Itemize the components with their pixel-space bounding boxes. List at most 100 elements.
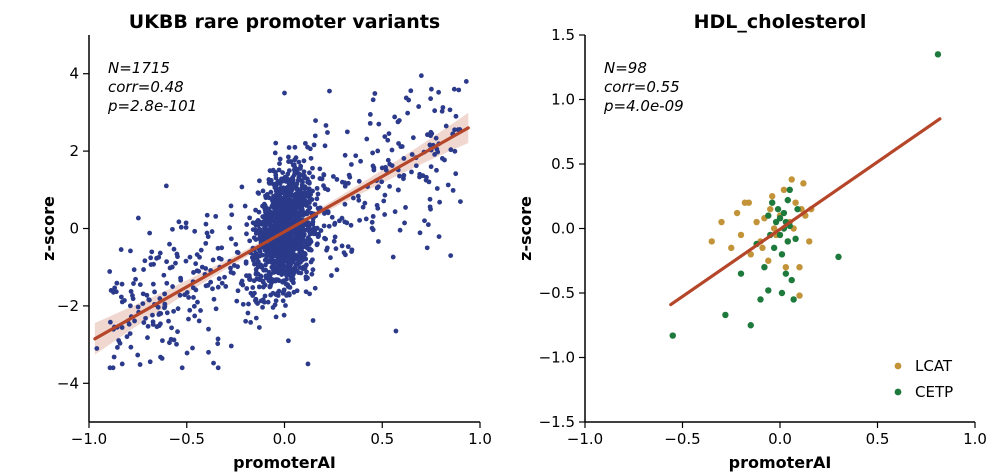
- data-point: [436, 234, 442, 239]
- data-point: [348, 222, 354, 228]
- data-point: [780, 186, 788, 193]
- data-point: [191, 303, 197, 309]
- data-point: [155, 304, 161, 310]
- data-point: [256, 209, 262, 215]
- data-point: [247, 238, 253, 244]
- data-point: [258, 262, 264, 268]
- data-point: [113, 289, 119, 295]
- data-point: [409, 152, 415, 157]
- data-point: [291, 289, 297, 295]
- data-point: [203, 240, 209, 246]
- data-point: [395, 119, 401, 125]
- data-point: [282, 90, 287, 96]
- data-point: [272, 302, 278, 308]
- x-tick-label: −0.5: [169, 430, 205, 448]
- data-point: [428, 96, 434, 102]
- data-point: [321, 183, 326, 189]
- data-point: [296, 159, 302, 165]
- data-point: [156, 254, 162, 260]
- data-point: [796, 292, 803, 299]
- legend: LCAT CETP: [894, 357, 953, 401]
- data-point: [295, 195, 301, 201]
- data-point: [427, 196, 433, 202]
- data-point: [173, 260, 178, 266]
- x-tick-label: 0.5: [370, 430, 394, 448]
- data-point: [260, 188, 266, 194]
- chart-title: HDL_cholesterol: [694, 11, 867, 33]
- data-point: [307, 170, 312, 176]
- data-point: [128, 344, 134, 350]
- data-point: [169, 325, 174, 331]
- data-point: [286, 145, 292, 150]
- data-point: [298, 178, 304, 183]
- data-point: [385, 157, 391, 163]
- data-point: [314, 196, 320, 202]
- data-point: [228, 265, 233, 271]
- data-point: [137, 282, 143, 288]
- data-point: [722, 311, 729, 319]
- data-point: [286, 180, 292, 186]
- data-point: [370, 97, 376, 103]
- data-point: [140, 291, 146, 297]
- data-point: [167, 241, 172, 247]
- data-point: [396, 141, 401, 146]
- data-point: [183, 225, 189, 230]
- data-point: [302, 265, 308, 271]
- data-point: [290, 215, 296, 220]
- data-point: [119, 325, 125, 330]
- data-point: [146, 297, 152, 303]
- data-point: [170, 284, 175, 289]
- data-point: [310, 257, 315, 263]
- data-point: [281, 278, 286, 284]
- data-point: [332, 222, 337, 227]
- y-tick-label: −0.5: [539, 284, 575, 302]
- data-point: [401, 156, 407, 161]
- y-axis-label: z-score: [516, 196, 535, 261]
- data-point: [228, 203, 234, 209]
- data-point: [238, 281, 244, 286]
- data-point: [387, 183, 392, 189]
- stat-annotation: corr=0.48: [108, 78, 184, 96]
- data-point: [434, 186, 440, 191]
- right-panel: HDL_cholesterol−1.0 −0.5 0.0 0.5 1.0−1.5−1.0…: [516, 11, 987, 472]
- data-point: [240, 301, 246, 307]
- data-point: [195, 299, 200, 305]
- data-point: [107, 319, 113, 325]
- data-point: [206, 349, 211, 355]
- data-point: [124, 334, 130, 340]
- data-point: [356, 197, 362, 203]
- y-tick-label: 2: [69, 142, 79, 160]
- data-point: [348, 162, 354, 167]
- data-point: [302, 140, 308, 146]
- data-point: [786, 186, 793, 193]
- data-point: [383, 164, 388, 170]
- data-point: [287, 284, 293, 290]
- data-point: [458, 199, 463, 205]
- data-point: [747, 322, 754, 329]
- data-point: [262, 282, 268, 288]
- x-axis-label: promoterAI: [729, 453, 832, 472]
- data-point: [448, 147, 454, 153]
- data-point: [321, 172, 327, 177]
- data-point: [292, 231, 297, 237]
- data-point: [198, 308, 203, 313]
- data-point: [215, 365, 221, 371]
- data-point: [297, 206, 303, 211]
- data-point: [301, 169, 307, 175]
- data-point: [284, 236, 290, 242]
- data-point: [190, 345, 195, 351]
- data-point: [206, 326, 211, 332]
- data-point: [260, 304, 265, 310]
- data-point: [397, 227, 403, 233]
- data-point: [376, 121, 382, 127]
- data-point: [453, 113, 459, 119]
- data-point: [135, 215, 141, 221]
- data-point: [765, 257, 772, 264]
- data-point: [299, 236, 304, 242]
- data-point: [118, 294, 124, 300]
- data-point: [253, 315, 259, 321]
- data-point: [401, 173, 407, 178]
- data-point: [215, 336, 221, 342]
- data-point: [313, 118, 318, 123]
- data-point: [190, 285, 196, 291]
